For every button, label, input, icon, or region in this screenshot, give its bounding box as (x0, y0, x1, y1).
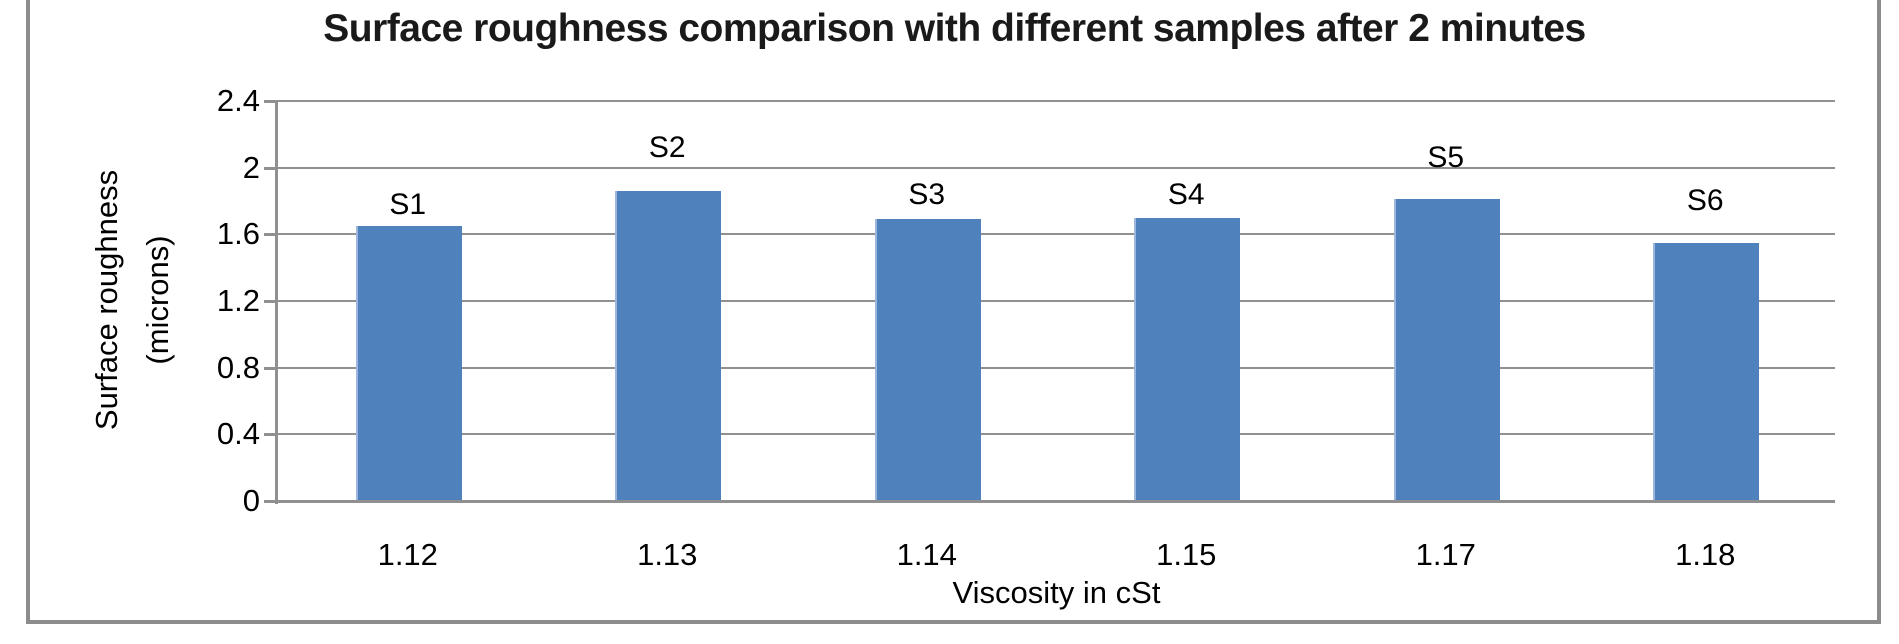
bar-s5 (1393, 199, 1500, 501)
y-tick-label: 0 (242, 483, 260, 518)
bar-label: S6 (1686, 183, 1724, 217)
y-tick-label: 2.4 (216, 83, 260, 118)
bar-s3 (874, 219, 981, 501)
bar-label: S3 (908, 178, 946, 212)
bar-label: S5 (1427, 141, 1465, 175)
x-axis-baseline (278, 500, 1835, 503)
x-tick-label: 1.12 (377, 537, 438, 572)
y-tick-label: 2 (242, 149, 260, 185)
y-tick-label: 1.2 (216, 283, 260, 318)
y-tick-mark (264, 500, 278, 503)
y-tick-label: 1.6 (216, 216, 260, 252)
y-tick-mark (264, 233, 278, 237)
y-tick-mark (264, 366, 278, 370)
x-tick-label: 1.15 (1156, 537, 1217, 572)
bar-label: S4 (1167, 177, 1205, 211)
y-tick-mark (264, 166, 278, 170)
y-axis-title-line1: Surface roughness (89, 169, 124, 431)
gridline (278, 233, 1835, 236)
gridline (278, 366, 1835, 369)
y-axis-line (275, 101, 278, 504)
x-tick-label: 1.14 (896, 537, 957, 572)
bar-s1 (355, 226, 462, 501)
gridline (278, 166, 1835, 169)
bar-s6 (1653, 242, 1760, 501)
y-tick-mark (264, 100, 278, 103)
gridline (278, 300, 1835, 302)
bar-label: S2 (648, 131, 686, 164)
x-tick-label: 1.13 (637, 537, 698, 572)
x-tick-label: 1.17 (1415, 537, 1476, 572)
chart-title: Surface roughness comparison with differ… (323, 7, 1586, 50)
gridline (278, 433, 1835, 436)
bar-label: S1 (389, 188, 427, 221)
bar-s4 (1134, 217, 1241, 501)
x-axis-title: Viscosity in cSt (952, 575, 1161, 610)
y-tick-mark (264, 433, 278, 437)
x-tick-label: 1.18 (1675, 537, 1736, 572)
gridline (278, 100, 1835, 102)
y-tick-label: 0.4 (216, 416, 260, 452)
y-tick-mark (264, 300, 278, 303)
y-tick-label: 0.8 (216, 349, 260, 385)
bar-s2 (615, 191, 722, 501)
